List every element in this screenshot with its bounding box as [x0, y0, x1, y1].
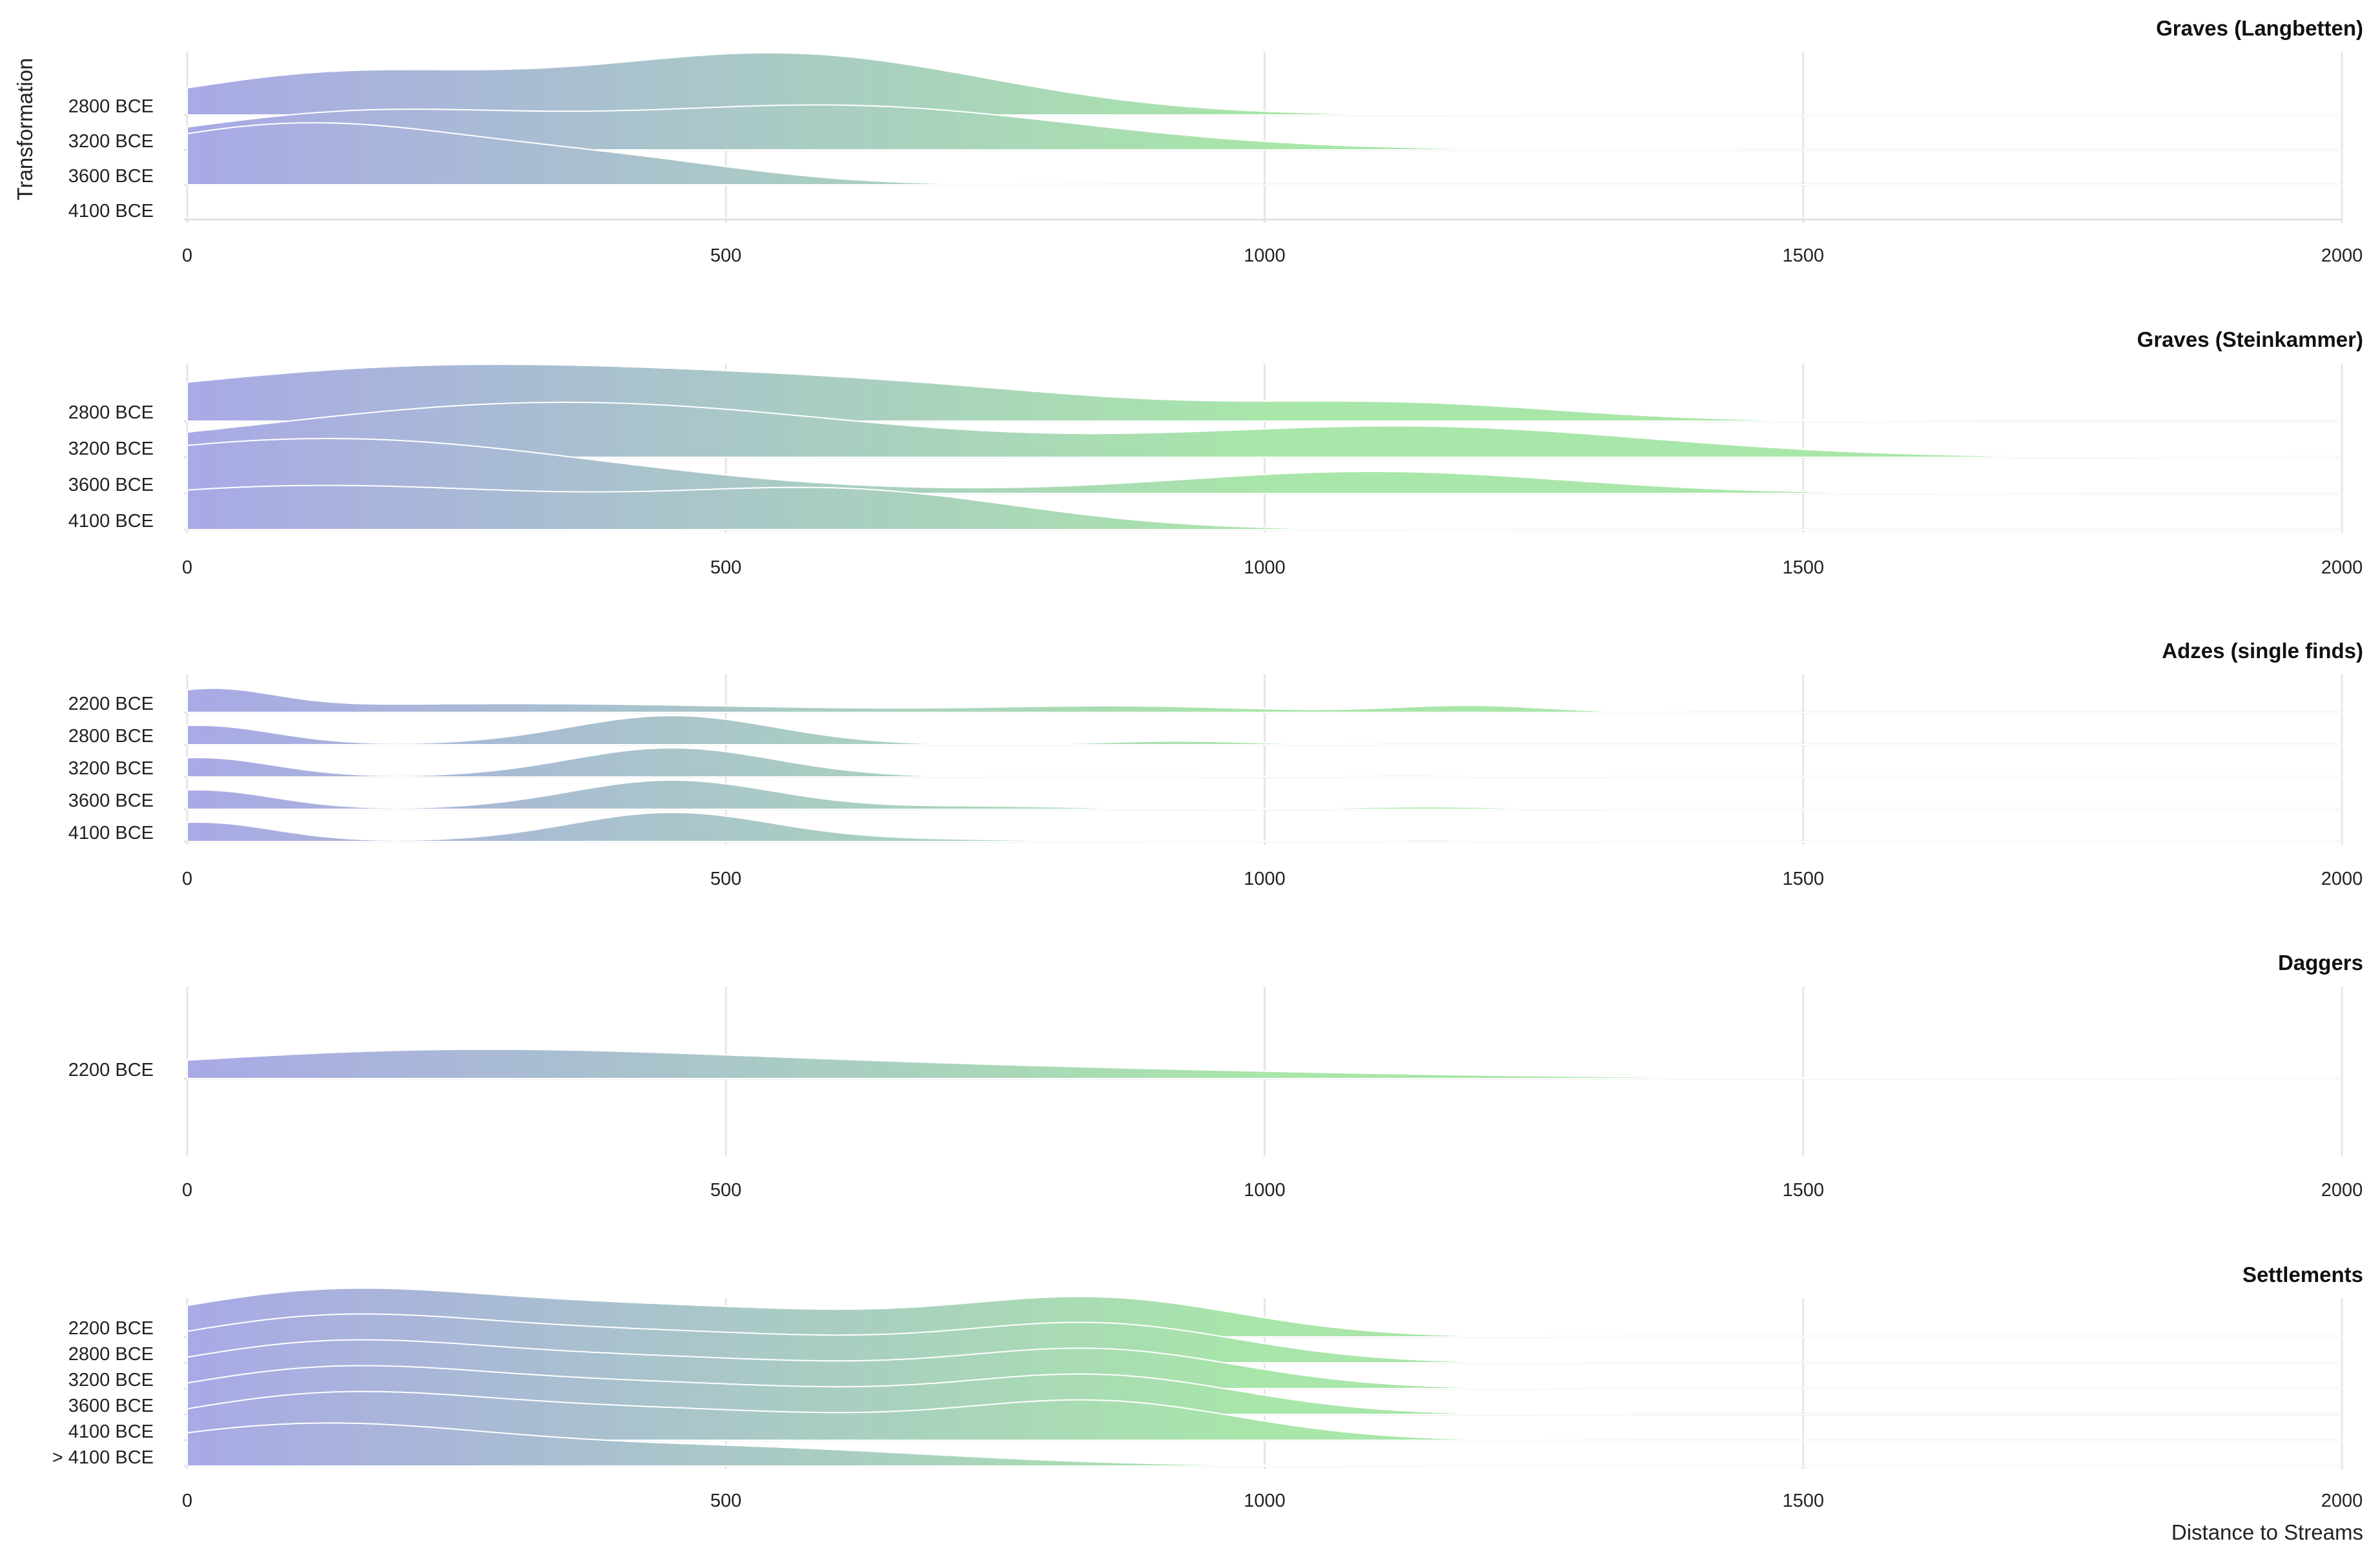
x-tick-label: 500: [710, 557, 741, 578]
row-label: 4100 BCE: [68, 823, 154, 843]
row-label: 2200 BCE: [68, 1318, 154, 1339]
ridge-2800-bce: [187, 52, 2342, 116]
ridge-4100-bce: [187, 811, 2342, 842]
x-tick-label: 0: [182, 1180, 192, 1201]
x-tick-label: 500: [710, 869, 741, 889]
ridge-2800-bce: [187, 714, 2342, 745]
ridge-2200-bce: [187, 1048, 2342, 1079]
x-tick-label: 0: [182, 1491, 192, 1511]
row-label: 2800 BCE: [68, 726, 154, 747]
row-label: 3200 BCE: [68, 758, 154, 779]
panel-5: Settlements 0 500 1000 1500 2000 2200 BCE 2800 …: [52, 1263, 2363, 1511]
x-tick-label: 2000: [2321, 869, 2363, 889]
ridge-3200-bce: [187, 401, 2342, 458]
panel-title: Graves (Langbetten): [2156, 16, 2363, 40]
ridge-4100-bce: [187, 484, 2342, 530]
ridge-2800-bce: [187, 1313, 2342, 1363]
x-tick-label: 2000: [2321, 245, 2363, 266]
row-label: 3600 BCE: [68, 475, 154, 495]
x-tick-label: 1500: [1782, 245, 1824, 266]
x-tick-label: 1000: [1244, 1180, 1286, 1201]
row-label: 2800 BCE: [68, 402, 154, 423]
row-label: 4100 BCE: [68, 201, 154, 222]
x-tick-label: 1000: [1244, 1491, 1286, 1511]
row-label: 2800 BCE: [68, 1344, 154, 1365]
panel-title: Graves (Steinkammer): [2137, 327, 2363, 351]
row-label: 2200 BCE: [68, 694, 154, 714]
x-tick-label: 500: [710, 1491, 741, 1511]
x-tick-label: 2000: [2321, 1491, 2363, 1511]
y-axis-title: Transformation: [13, 58, 37, 201]
ridge-3600-bce: [187, 780, 2342, 810]
x-axis-title: Distance to Streams: [2171, 1520, 2363, 1544]
x-tick-label: 2000: [2321, 557, 2363, 578]
panel-1: Graves (Langbetten) 0 500 1000 1500 2000 2800 …: [68, 16, 2363, 266]
x-tick-label: 0: [182, 869, 192, 889]
ridge-2200-bce: [187, 687, 2342, 713]
x-tick-label: 1000: [1244, 557, 1286, 578]
row-label: 4100 BCE: [68, 511, 154, 532]
panel-3: Adzes (single finds) 0 500 1000 1500 2000 2200…: [68, 639, 2363, 889]
x-tick-label: 1500: [1782, 869, 1824, 889]
x-tick-label: 1500: [1782, 557, 1824, 578]
row-label: 3600 BCE: [68, 1396, 154, 1416]
panel-title: Settlements: [2242, 1263, 2363, 1286]
x-tick-label: 2000: [2321, 1180, 2363, 1201]
panel-4: Daggers 0 500 1000 1500 2000 2200 BCE: [68, 951, 2363, 1201]
x-tick-label: 0: [182, 245, 192, 266]
x-tick-label: 0: [182, 557, 192, 578]
ridge-3200-bce: [187, 1339, 2342, 1389]
ridge--4100-bce: [187, 1422, 2342, 1467]
ridge-3600-bce: [187, 122, 2342, 185]
row-label: 2200 BCE: [68, 1060, 154, 1080]
ridge-2200-bce: [187, 1287, 2342, 1338]
row-label: 3200 BCE: [68, 439, 154, 459]
x-tick-label: 1000: [1244, 869, 1286, 889]
chart-panels: Graves (Langbetten) 0 500 1000 1500 2000 2800 …: [52, 16, 2363, 1511]
x-tick-label: 1000: [1244, 245, 1286, 266]
row-label: 3600 BCE: [68, 166, 154, 187]
panel-title: Daggers: [2278, 951, 2363, 975]
row-label: 3200 BCE: [68, 1370, 154, 1390]
row-label: > 4100 BCE: [52, 1447, 154, 1468]
ridge-4100-bce: [187, 1390, 2342, 1441]
x-tick-label: 500: [710, 245, 741, 266]
panel-2: Graves (Steinkammer) 0 500 1000 1500 2000 2800…: [68, 327, 2363, 578]
ridge-3200-bce: [187, 747, 2342, 778]
x-tick-label: 1500: [1782, 1180, 1824, 1201]
row-label: 4100 BCE: [68, 1421, 154, 1442]
row-label: 3200 BCE: [68, 131, 154, 152]
ridge-2800-bce: [187, 364, 2342, 422]
ridge-3200-bce: [187, 104, 2342, 150]
panel-title: Adzes (single finds): [2162, 639, 2363, 663]
x-tick-label: 1500: [1782, 1491, 1824, 1511]
ridge-3600-bce: [187, 438, 2342, 494]
ridge-3600-bce: [187, 1365, 2342, 1415]
x-tick-label: 500: [710, 1180, 741, 1201]
row-label: 3600 BCE: [68, 790, 154, 811]
row-label: 2800 BCE: [68, 96, 154, 117]
